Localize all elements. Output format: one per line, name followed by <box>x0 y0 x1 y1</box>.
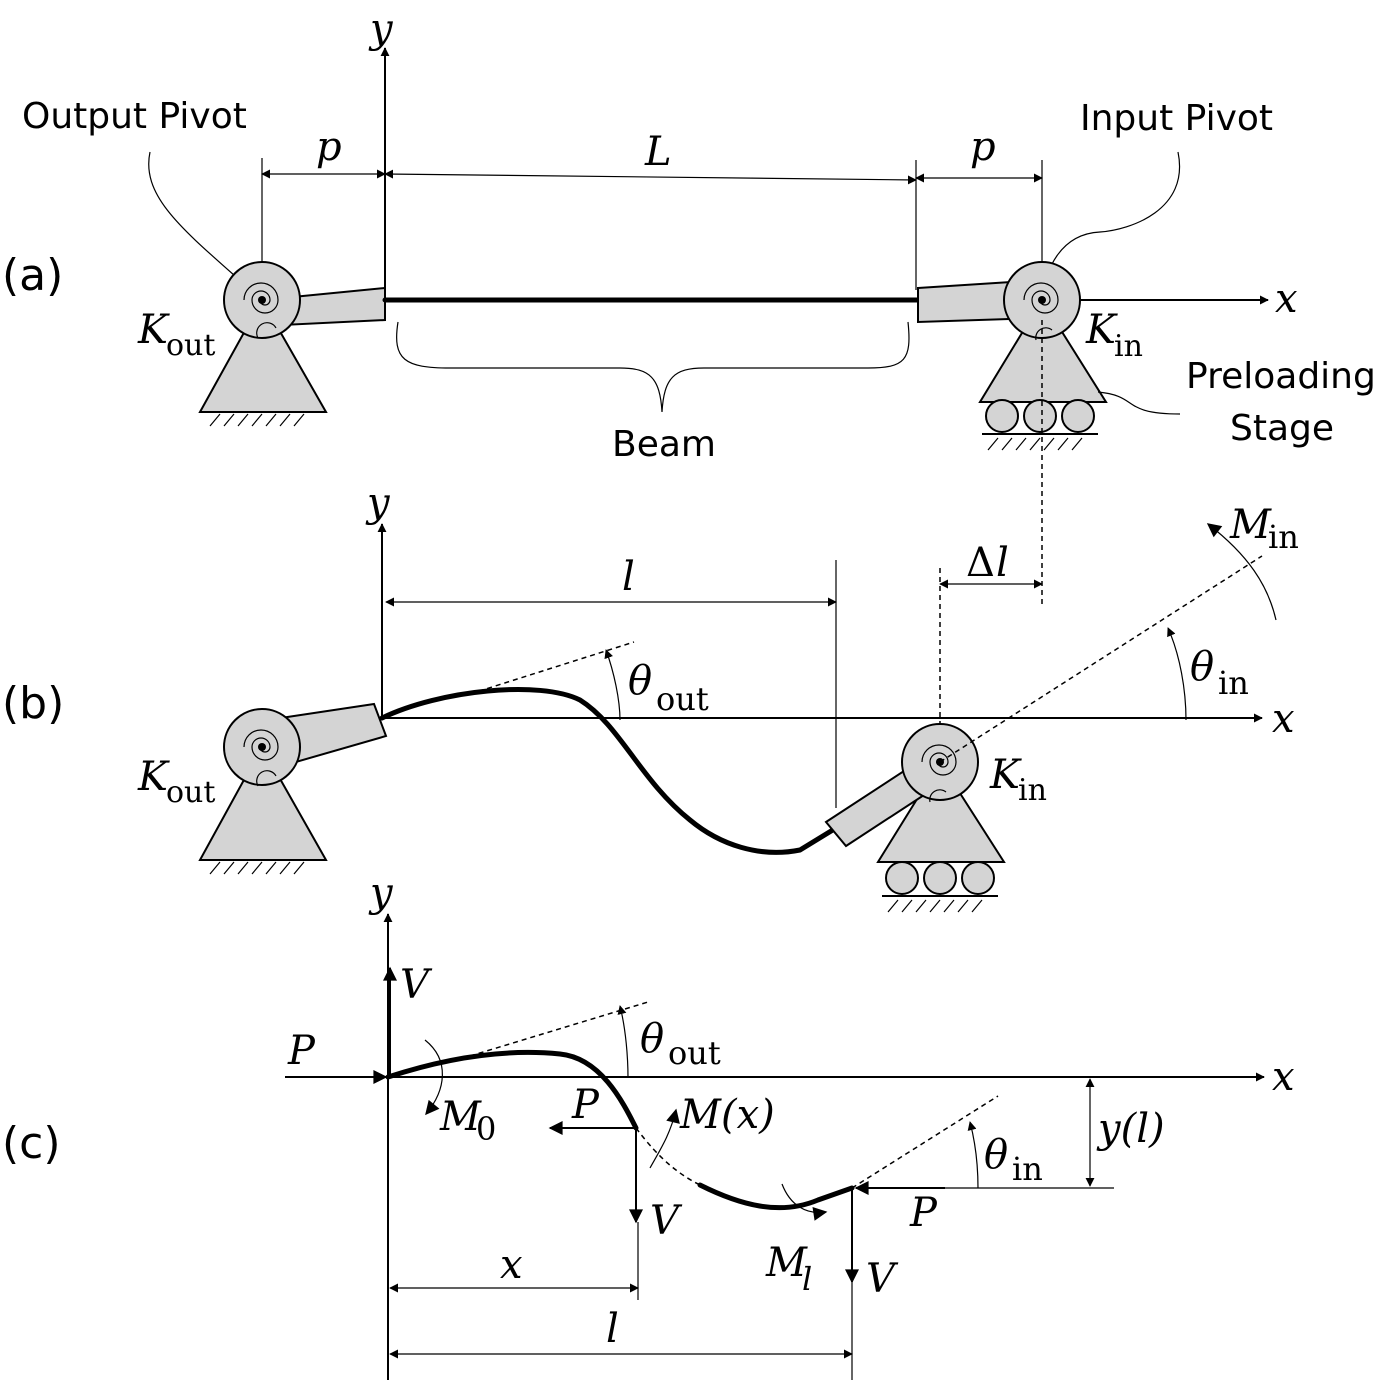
x-dimension-label: x <box>500 1242 523 1288</box>
delta-l-label: Δ l <box>966 540 1009 586</box>
svg-text:0: 0 <box>476 1110 496 1148</box>
y-axis-label-c: y <box>368 870 394 916</box>
theta-out-label-b: θ out <box>628 658 709 718</box>
svg-text:θ: θ <box>640 1016 664 1062</box>
panel-b-label: (b) <box>2 678 64 729</box>
beam-deflected-b <box>379 687 839 855</box>
input-pivot-support-a <box>917 261 1108 451</box>
V-label-end: V <box>866 1256 899 1302</box>
output-pivot-label: Output Pivot <box>22 96 247 137</box>
p-label-right: p <box>970 124 996 170</box>
beam-segment-left-c <box>385 1049 639 1131</box>
svg-text:K: K <box>137 754 170 800</box>
svg-text:K: K <box>137 307 170 353</box>
theta-out-arc-b <box>604 649 621 721</box>
k-in-label-a: K in <box>1085 307 1143 364</box>
input-pivot-label: Input Pivot <box>1080 98 1273 139</box>
beam-brace <box>396 321 910 413</box>
output-pivot-support-b <box>198 702 388 875</box>
theta-in-tangent-c <box>851 1095 999 1189</box>
theta-in-tangent-b <box>939 555 1263 763</box>
svg-text:θ: θ <box>628 658 652 704</box>
l-label-b: l <box>622 554 635 600</box>
theta-in-label-b: θ in <box>1190 644 1249 702</box>
beam-segment-right-c <box>697 1182 855 1211</box>
beam-cut-dashed <box>635 1127 701 1186</box>
V-label-origin: V <box>400 962 433 1008</box>
Ml-label: M l <box>765 1240 812 1298</box>
svg-text:in: in <box>1218 664 1249 702</box>
k-out-label-a: K out <box>137 307 215 363</box>
x-axis-label-c: x <box>1272 1054 1295 1100</box>
k-in-label-b: K in <box>989 752 1047 808</box>
svg-text:l: l <box>802 1260 812 1298</box>
panel-a: (a) y x p L p Output Pivot Input Pivot <box>2 6 1376 604</box>
beam-label: Beam <box>612 424 716 465</box>
k-out-label-b: K out <box>137 754 215 810</box>
panel-c: (c) y x P V M 0 θ out P V <box>2 870 1295 1380</box>
input-pivot-support-b <box>824 723 1006 913</box>
Mx-label: M(x) <box>679 1092 775 1138</box>
svg-text:M: M <box>765 1240 808 1286</box>
svg-text:out: out <box>166 328 215 363</box>
preloading-label-line2: Stage <box>1230 408 1334 449</box>
P-label-cut: P <box>571 1082 600 1128</box>
V-label-cut: V <box>650 1198 683 1244</box>
dimension-L <box>384 169 917 185</box>
svg-text:in: in <box>1268 518 1299 556</box>
moment-M0-arrow <box>424 1039 443 1116</box>
theta-out-label-c: θ out <box>640 1016 721 1072</box>
x-axis-label-a: x <box>1275 276 1298 322</box>
y-axis-label-a: y <box>368 6 394 52</box>
y-axis-label-b: y <box>365 480 391 526</box>
svg-text:in: in <box>1012 1150 1043 1188</box>
M0-label: M 0 <box>439 1094 496 1148</box>
theta-in-arc-c <box>967 1121 979 1189</box>
preloading-label-line1: Preloading <box>1186 356 1376 397</box>
m-in-label: M in <box>1229 502 1299 556</box>
svg-text:out: out <box>656 680 709 718</box>
svg-text:in: in <box>1114 329 1143 364</box>
svg-text:θ: θ <box>1190 644 1214 690</box>
output-pivot-support-a <box>198 261 386 427</box>
svg-text:K: K <box>1085 307 1118 353</box>
svg-text:M: M <box>1229 502 1272 548</box>
theta-out-arc-c <box>617 1005 629 1079</box>
x-axis-label-b: x <box>1272 696 1295 742</box>
P-label-end: P <box>909 1190 938 1236</box>
svg-text:θ: θ <box>984 1132 1008 1178</box>
panel-a-label: (a) <box>2 250 63 301</box>
theta-in-arc-b <box>1167 627 1187 721</box>
svg-text:Δ: Δ <box>966 540 995 586</box>
svg-text:in: in <box>1018 773 1047 808</box>
moment-Mx-arrow <box>649 1108 680 1169</box>
svg-text:M: M <box>439 1094 482 1140</box>
l-label-c: l <box>606 1306 619 1352</box>
theta-out-tangent-b <box>469 641 635 695</box>
svg-text:out: out <box>166 775 215 810</box>
panel-c-label: (c) <box>2 1118 61 1169</box>
theta-in-label-c: θ in <box>984 1132 1043 1188</box>
L-label: L <box>644 129 672 175</box>
panel-b: (b) y x l Δ l K out <box>2 480 1299 913</box>
svg-text:l: l <box>996 540 1009 586</box>
moment-in-arrow <box>1206 523 1277 621</box>
P-label-origin: P <box>287 1028 316 1074</box>
y-l-label: y(l) <box>1096 1106 1165 1152</box>
svg-text:out: out <box>668 1034 721 1072</box>
preloading-leader <box>1097 391 1181 415</box>
svg-text:K: K <box>989 752 1022 798</box>
moment-Ml-arrow <box>781 1183 828 1221</box>
p-label-left: p <box>316 124 342 170</box>
